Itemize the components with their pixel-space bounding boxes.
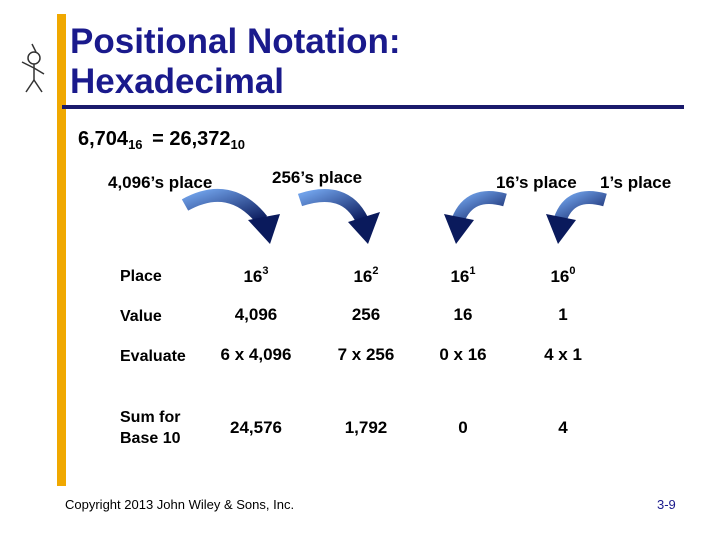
cell-text: 1,792 <box>344 418 388 437</box>
title-line: Positional Notation: <box>70 22 401 61</box>
copyright: Copyright 2013 John Wiley & Sons, Inc. <box>65 497 295 512</box>
page-number: 3-9 <box>657 497 676 512</box>
arrow <box>451 191 507 223</box>
arrow-head <box>348 212 380 244</box>
place-label: 16’s place <box>496 173 577 192</box>
arrow-head <box>444 214 474 244</box>
row-label-line: Base 10 <box>120 430 181 447</box>
cell: 16 <box>408 305 518 325</box>
cell: 4 <box>508 418 618 438</box>
equation: 6,70416 = 26,37210 <box>78 128 245 152</box>
cell: 161 <box>408 265 518 287</box>
cell-text: 6 x 4,096 <box>220 345 292 364</box>
row-label-line: Evaluate <box>120 348 186 365</box>
power-exponent: 2 <box>372 265 379 277</box>
power-base: 16 <box>450 267 470 286</box>
dec-base: 10 <box>230 137 245 152</box>
cell-text: 256 <box>351 305 381 324</box>
row-label-line: Sum for <box>120 409 181 426</box>
cell: 163 <box>201 265 311 287</box>
power-base: 16 <box>243 267 263 286</box>
title-rule <box>62 105 684 109</box>
cell: 4,096 <box>201 305 311 325</box>
row-label-line: Place <box>120 268 162 285</box>
cell: 1,792 <box>311 418 421 438</box>
cell: 24,576 <box>201 418 311 438</box>
cell-text: 24,576 <box>230 418 282 437</box>
place-label: 256’s place <box>272 168 363 187</box>
cell-text: 4 <box>558 418 568 437</box>
cell: 1 <box>508 305 618 325</box>
arrow <box>553 191 607 223</box>
row-label-line: Value <box>120 308 162 325</box>
arrow-head <box>546 214 576 244</box>
row-label: Place <box>120 266 162 287</box>
cell-text: 1 <box>558 305 568 324</box>
mascot <box>21 43 45 93</box>
row-label: Sum for Base 10 <box>120 407 181 449</box>
accent-bar <box>57 14 66 486</box>
power-base: 16 <box>550 267 570 286</box>
cell-text: 4 x 1 <box>544 345 582 364</box>
power-exponent: 0 <box>569 265 576 277</box>
cell: 0 <box>408 418 518 438</box>
cell: 256 <box>311 305 421 325</box>
arrow-head <box>248 214 280 244</box>
cell-text: 0 <box>458 418 468 437</box>
row-label: Value <box>120 306 162 327</box>
hex-base: 16 <box>128 137 143 152</box>
power-exponent: 3 <box>262 265 269 277</box>
power-exponent: 1 <box>469 265 476 277</box>
arrows <box>181 188 607 244</box>
cell-text: 7 x 256 <box>337 345 395 364</box>
cell-text: 4,096 <box>234 305 278 324</box>
cell: 7 x 256 <box>311 345 421 365</box>
hex-number: 6,704 <box>78 128 129 150</box>
row-label: Evaluate <box>120 346 186 367</box>
cell-text: 16 <box>453 305 473 324</box>
cell: 6 x 4,096 <box>201 345 311 365</box>
cell: 4 x 1 <box>508 345 618 365</box>
cell: 162 <box>311 265 421 287</box>
dec-number: = 26,372 <box>152 128 231 150</box>
cell: 0 x 16 <box>408 345 518 365</box>
arrow <box>297 189 368 224</box>
title-line: Hexadecimal <box>70 62 285 101</box>
place-label: 1’s place <box>600 173 672 192</box>
place-label: 4,096’s place <box>108 173 213 192</box>
cell-text: 0 x 16 <box>439 345 487 364</box>
power-base: 16 <box>353 267 373 286</box>
arrow <box>181 188 268 225</box>
cell: 160 <box>508 265 618 287</box>
